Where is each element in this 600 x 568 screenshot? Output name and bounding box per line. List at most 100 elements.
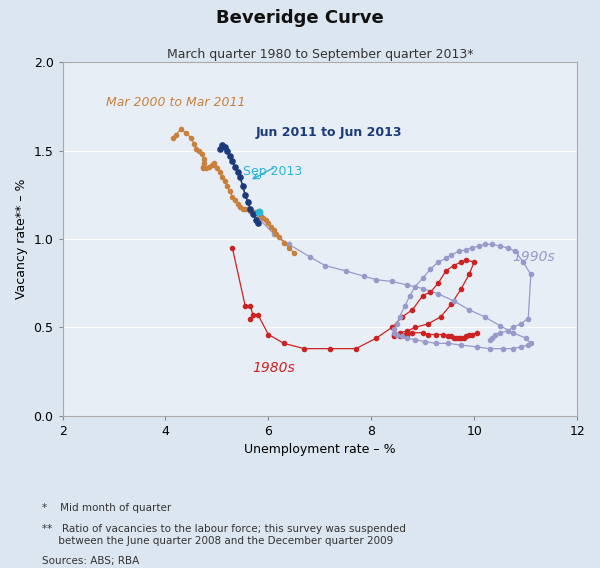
Point: [230, 195, 240, 204]
Point: [209, 158, 219, 168]
Point: [403, 330, 412, 339]
Point: [189, 139, 199, 148]
Point: [459, 333, 469, 343]
Text: 1990s: 1990s: [513, 250, 556, 264]
Point: [498, 344, 508, 353]
Point: [235, 203, 245, 212]
Point: [457, 333, 466, 343]
Point: [209, 160, 219, 169]
Point: [245, 314, 255, 323]
Point: [395, 328, 404, 337]
Point: [235, 173, 245, 182]
Point: [418, 273, 428, 282]
Point: [495, 328, 505, 337]
Point: [205, 162, 214, 171]
Point: [248, 208, 258, 217]
Point: [248, 210, 258, 219]
Point: [253, 219, 263, 228]
Point: [423, 319, 433, 328]
Point: [454, 333, 464, 343]
Point: [284, 243, 294, 252]
Point: [187, 133, 196, 143]
Point: [516, 343, 526, 352]
Point: [253, 210, 263, 219]
Point: [238, 181, 247, 190]
Point: [407, 328, 417, 337]
Point: [199, 155, 209, 164]
Point: [443, 339, 453, 348]
Point: [397, 312, 407, 321]
Point: [523, 341, 533, 350]
Point: [320, 261, 330, 270]
Point: [503, 243, 512, 252]
Point: [521, 333, 530, 343]
Point: [245, 206, 255, 215]
Point: [407, 305, 417, 314]
Point: [518, 257, 528, 266]
Point: [495, 321, 505, 330]
Point: [299, 344, 309, 353]
Point: [454, 247, 464, 256]
Point: [392, 319, 402, 328]
Point: [215, 144, 224, 153]
Point: [253, 213, 263, 222]
Point: [475, 241, 484, 250]
Point: [269, 229, 278, 238]
Point: [425, 265, 435, 274]
Point: [461, 245, 471, 254]
Point: [405, 291, 415, 300]
X-axis label: Unemployment rate – %: Unemployment rate – %: [244, 444, 395, 457]
Point: [449, 261, 458, 270]
Point: [284, 240, 294, 249]
Point: [446, 250, 456, 260]
Point: [487, 333, 497, 343]
Point: [230, 162, 240, 171]
Point: [241, 302, 250, 311]
Point: [241, 190, 250, 199]
Point: [227, 157, 237, 166]
Point: [256, 211, 265, 220]
Point: [243, 197, 253, 206]
Point: [259, 213, 268, 222]
Point: [431, 339, 440, 348]
Point: [266, 222, 276, 231]
Point: [220, 143, 229, 152]
Point: [400, 330, 410, 339]
Point: [387, 277, 397, 286]
Point: [238, 204, 247, 214]
Point: [508, 323, 518, 332]
Point: [199, 158, 209, 168]
Point: [526, 270, 536, 279]
Point: [371, 333, 381, 343]
Point: [341, 266, 350, 275]
Text: Mar 2000 to Mar 2011: Mar 2000 to Mar 2011: [106, 97, 246, 110]
Point: [516, 319, 526, 328]
Point: [392, 330, 402, 339]
Point: [418, 291, 428, 300]
Point: [243, 204, 253, 214]
Point: [351, 344, 361, 353]
Point: [245, 302, 255, 311]
Text: Sources: ABS; RBA: Sources: ABS; RBA: [42, 556, 139, 566]
Text: *    Mid month of quarter: * Mid month of quarter: [42, 503, 171, 513]
Point: [269, 225, 278, 235]
Point: [446, 300, 456, 309]
Point: [279, 238, 289, 247]
Point: [217, 173, 227, 182]
Point: [241, 204, 250, 214]
Point: [469, 257, 479, 266]
Point: [251, 215, 260, 224]
Point: [251, 208, 260, 217]
Point: [263, 330, 273, 339]
Point: [253, 311, 263, 320]
Point: [215, 167, 224, 176]
Point: [433, 279, 443, 288]
Point: [472, 343, 482, 352]
Point: [197, 149, 206, 158]
Point: [464, 305, 474, 314]
Point: [245, 204, 255, 214]
Point: [397, 332, 407, 341]
Text: Beveridge Curve: Beveridge Curve: [216, 9, 384, 27]
Point: [436, 312, 446, 321]
Point: [217, 141, 227, 150]
